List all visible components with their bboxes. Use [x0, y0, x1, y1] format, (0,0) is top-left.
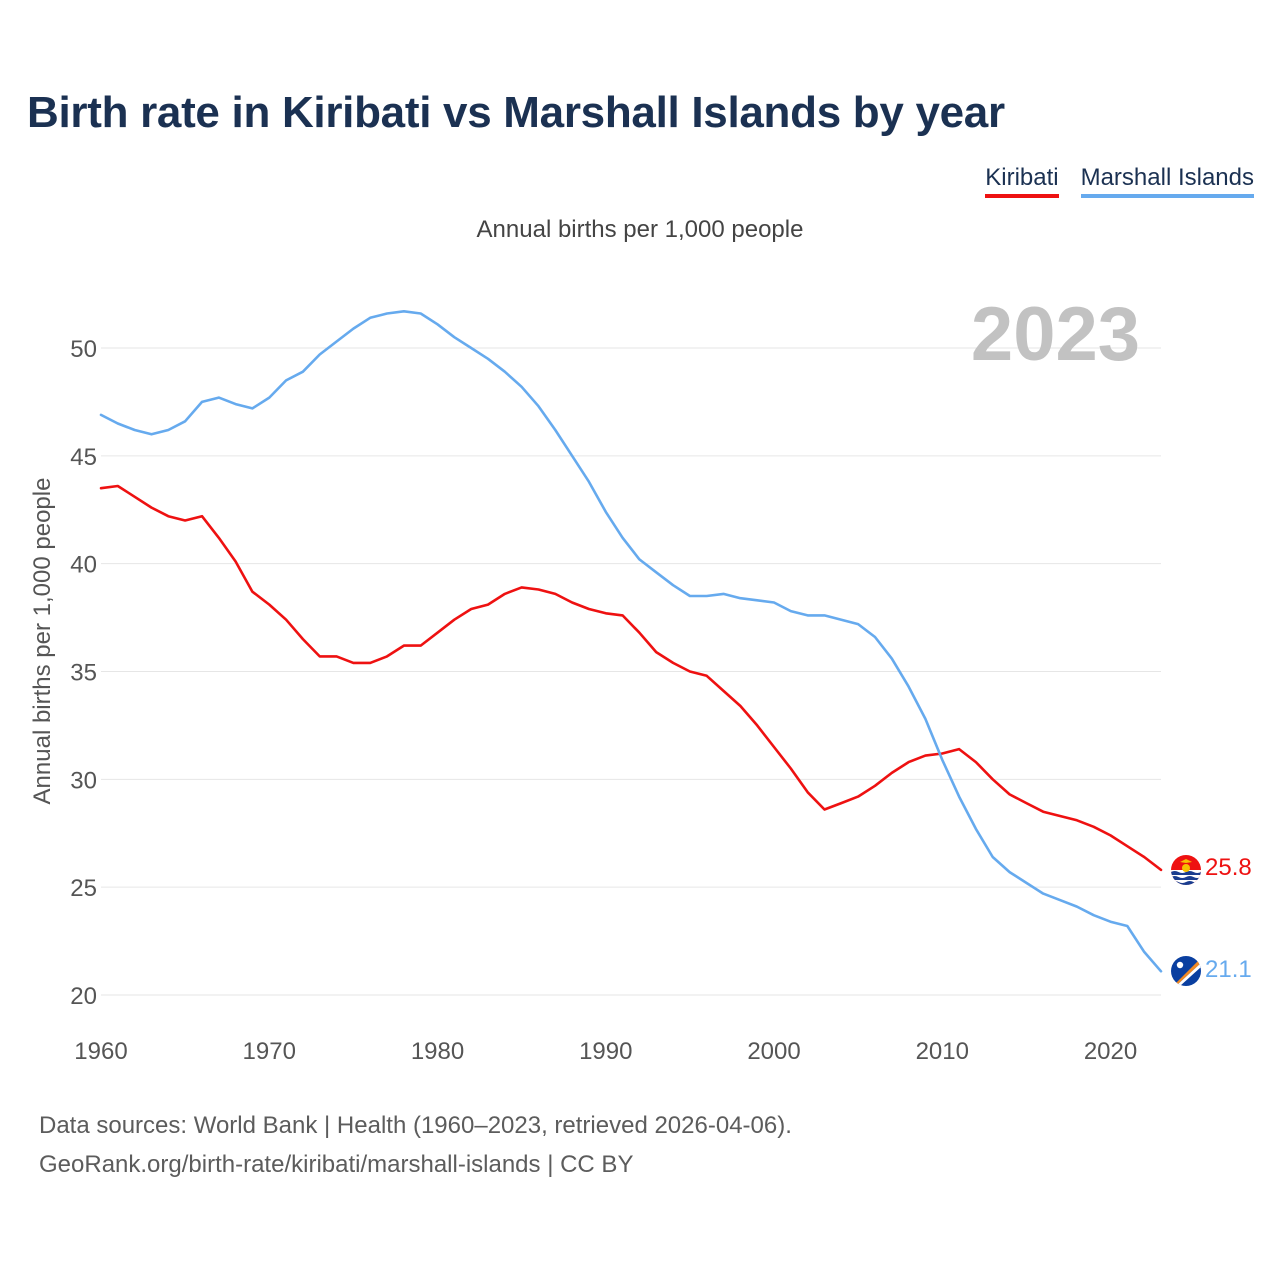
legend-item-marshall-islands[interactable]: Marshall Islands: [1080, 164, 1254, 198]
kiribati-flag-icon: [1171, 855, 1201, 885]
series-line-marshall-islands[interactable]: [99, 309, 1163, 973]
series-line-kiribati[interactable]: [99, 484, 1163, 872]
footer: Data sources: World Bank | Health (1960–…: [39, 1106, 792, 1184]
legend: Kiribati Marshall Islands: [985, 164, 1254, 198]
y-axis-ticks: 20 25 30 35 40 45 50: [70, 336, 97, 1010]
grid-lines: [101, 347, 1161, 996]
footer-sources: Data sources: World Bank | Health (1960–…: [39, 1112, 792, 1139]
x-tick-label: 2010: [916, 1038, 969, 1065]
x-axis-ticks: 1960 1970 1980 1990 2000 2010 2020: [74, 1038, 1137, 1065]
legend-item-kiribati[interactable]: Kiribati: [985, 164, 1059, 198]
year-watermark: 2023: [971, 292, 1140, 377]
x-tick-label: 1960: [74, 1038, 127, 1065]
x-tick-label: 2020: [1084, 1038, 1137, 1065]
x-tick-label: 2000: [747, 1038, 800, 1065]
y-tick-label: 20: [70, 983, 97, 1010]
x-tick-label: 1990: [579, 1038, 632, 1065]
series-lines: [99, 309, 1163, 973]
end-label-kiribati: 25.8: [1205, 854, 1252, 881]
footer-link[interactable]: GeoRank.org/birth-rate/kiribati/marshall…: [39, 1151, 634, 1178]
y-tick-label: 45: [70, 444, 97, 471]
chart-title: Birth rate in Kiribati vs Marshall Islan…: [27, 88, 1005, 137]
y-tick-label: 30: [70, 767, 97, 794]
chart-subtitle: Annual births per 1,000 people: [476, 216, 804, 243]
end-label-marshall-islands: 21.1: [1205, 956, 1252, 983]
x-tick-label: 1980: [411, 1038, 464, 1065]
y-tick-label: 50: [70, 336, 97, 363]
y-axis-label: Annual births per 1,000 people: [29, 478, 56, 805]
y-tick-label: 40: [70, 552, 97, 579]
marshall-islands-flag-icon: [1171, 956, 1201, 986]
y-tick-label: 35: [70, 660, 97, 687]
x-tick-label: 1970: [243, 1038, 296, 1065]
y-tick-label: 25: [70, 875, 97, 902]
